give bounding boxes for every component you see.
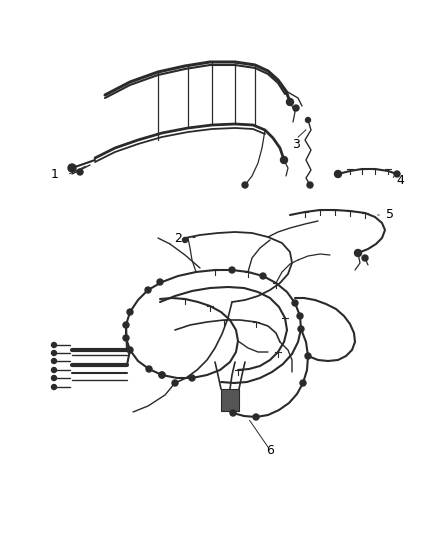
- Circle shape: [362, 255, 368, 261]
- Circle shape: [123, 335, 129, 341]
- Text: 1: 1: [51, 168, 59, 182]
- Circle shape: [298, 326, 304, 332]
- Circle shape: [297, 313, 303, 319]
- Circle shape: [172, 380, 178, 386]
- Circle shape: [354, 249, 361, 256]
- Circle shape: [229, 267, 235, 273]
- Circle shape: [230, 410, 236, 416]
- Circle shape: [307, 182, 313, 188]
- Circle shape: [335, 171, 342, 177]
- Text: 5: 5: [386, 208, 394, 222]
- Text: 6: 6: [266, 443, 274, 456]
- Circle shape: [146, 366, 152, 372]
- Circle shape: [292, 300, 298, 306]
- Text: 3: 3: [292, 139, 300, 151]
- Text: 2: 2: [174, 231, 182, 245]
- Circle shape: [394, 171, 400, 177]
- Circle shape: [242, 182, 248, 188]
- Circle shape: [300, 380, 306, 386]
- Text: 4: 4: [396, 174, 404, 187]
- Circle shape: [52, 376, 57, 381]
- Circle shape: [52, 384, 57, 390]
- Circle shape: [260, 273, 266, 279]
- Circle shape: [293, 105, 299, 111]
- Circle shape: [159, 372, 165, 378]
- Circle shape: [145, 287, 151, 293]
- Circle shape: [286, 99, 293, 106]
- Bar: [221, 389, 239, 411]
- Circle shape: [189, 375, 195, 381]
- Circle shape: [159, 372, 165, 378]
- Circle shape: [127, 309, 133, 315]
- Circle shape: [253, 414, 259, 420]
- Circle shape: [68, 164, 76, 172]
- Circle shape: [123, 322, 129, 328]
- Circle shape: [77, 169, 83, 175]
- Circle shape: [52, 351, 57, 356]
- Circle shape: [52, 367, 57, 373]
- Circle shape: [157, 279, 163, 285]
- Circle shape: [305, 117, 311, 123]
- Circle shape: [280, 157, 287, 164]
- Circle shape: [52, 359, 57, 364]
- Circle shape: [127, 347, 133, 353]
- Circle shape: [52, 343, 57, 348]
- Circle shape: [183, 238, 187, 243]
- Circle shape: [305, 353, 311, 359]
